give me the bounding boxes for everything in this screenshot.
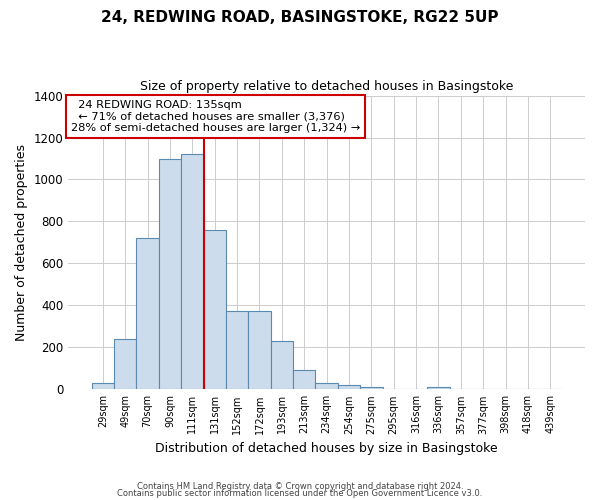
Text: 24, REDWING ROAD, BASINGSTOKE, RG22 5UP: 24, REDWING ROAD, BASINGSTOKE, RG22 5UP	[101, 10, 499, 25]
Y-axis label: Number of detached properties: Number of detached properties	[15, 144, 28, 341]
Text: Contains public sector information licensed under the Open Government Licence v3: Contains public sector information licen…	[118, 490, 482, 498]
X-axis label: Distribution of detached houses by size in Basingstoke: Distribution of detached houses by size …	[155, 442, 498, 455]
Bar	[248, 310, 271, 390]
Title: Size of property relative to detached houses in Basingstoke: Size of property relative to detached ho…	[140, 80, 513, 93]
Bar	[159, 158, 181, 390]
Bar	[427, 387, 449, 390]
Text: 24 REDWING ROAD: 135sqm
  ← 71% of detached houses are smaller (3,376)
28% of se: 24 REDWING ROAD: 135sqm ← 71% of detache…	[71, 100, 360, 133]
Bar	[226, 310, 248, 390]
Bar	[92, 384, 114, 390]
Bar	[114, 339, 136, 390]
Text: Contains HM Land Registry data © Crown copyright and database right 2024.: Contains HM Land Registry data © Crown c…	[137, 482, 463, 491]
Bar	[181, 154, 203, 390]
Bar	[316, 383, 338, 390]
Bar	[203, 230, 226, 390]
Bar	[271, 341, 293, 390]
Bar	[360, 387, 383, 390]
Bar	[293, 370, 316, 390]
Bar	[338, 385, 360, 390]
Bar	[136, 238, 159, 390]
